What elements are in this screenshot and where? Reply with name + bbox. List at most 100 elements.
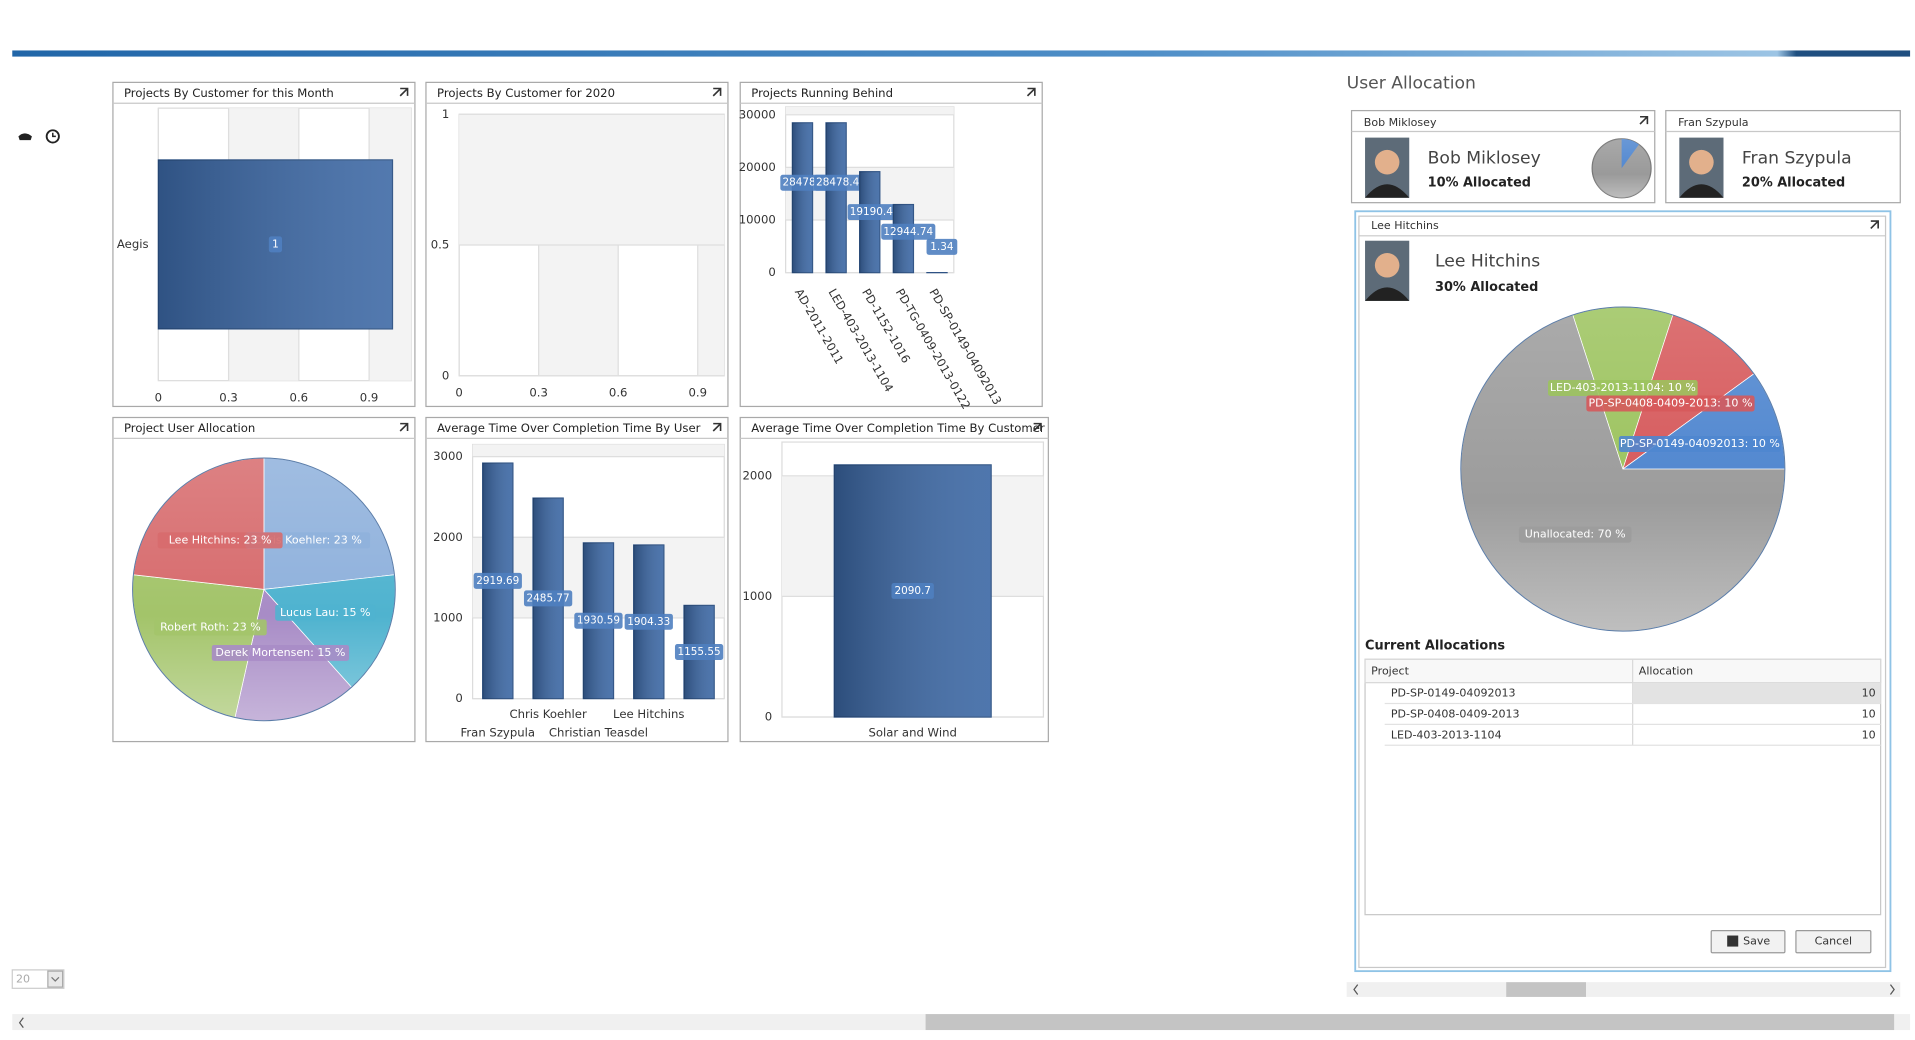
- x-tick-label: 0: [155, 390, 162, 404]
- expand-button[interactable]: [399, 422, 409, 432]
- y-tick-label: 30000: [739, 107, 776, 121]
- page-scrollbar-thumb[interactable]: [925, 1014, 1895, 1031]
- data-label-box: [891, 582, 934, 599]
- widget-title: Projects By Customer for this Month: [124, 86, 334, 100]
- data-label-box: [1548, 380, 1698, 397]
- user-allocation: 10% Allocated: [1428, 176, 1531, 191]
- pie-shade: [132, 457, 396, 722]
- clock-icon[interactable]: [45, 129, 60, 144]
- table-header: [1364, 658, 1882, 684]
- cell-highlight: [1632, 682, 1881, 704]
- data-label-box: [926, 238, 958, 255]
- data-label: 1155.55: [678, 646, 721, 658]
- expand-button[interactable]: [399, 87, 409, 97]
- dropdown-button[interactable]: [47, 970, 64, 988]
- save-icon: [1727, 935, 1739, 947]
- scrollbar-thumb[interactable]: [1506, 982, 1587, 997]
- button-label: Save: [1743, 935, 1770, 948]
- clock-hands: [52, 132, 56, 138]
- mini-pie-shade: [1592, 138, 1652, 198]
- user-card-header: Bob Miklosey: [1364, 116, 1437, 129]
- y-tick-label: 1: [442, 107, 449, 121]
- data-label-box: [624, 613, 673, 630]
- data-label-box: [1518, 526, 1632, 543]
- data-label: Lucus Lau: 15 %: [280, 606, 370, 619]
- expand-button[interactable]: [1033, 422, 1042, 432]
- y-tick-label: 0: [768, 265, 775, 279]
- data-label-box: [1618, 436, 1781, 452]
- data-label: 2485.77: [527, 592, 570, 604]
- y-tick-label: 0: [455, 691, 462, 705]
- expand-button[interactable]: [1026, 87, 1036, 97]
- data-label: Derek Mortensen: 15 %: [215, 646, 345, 659]
- cell: LED-403-2013-1104: [1391, 728, 1502, 741]
- data-label-box: [154, 619, 267, 636]
- expand-button[interactable]: [1870, 220, 1879, 230]
- cell: PD-SP-0149-04092013: [1391, 687, 1516, 700]
- data-label-box: [574, 612, 623, 629]
- y-tick-label: 1000: [742, 589, 772, 603]
- x-tick-label: 0.3: [529, 385, 548, 399]
- data-label: PD-SP-0408-0409-2013: 10 %: [1588, 397, 1752, 410]
- y-tick-label: 1000: [433, 610, 463, 624]
- cell: PD-SP-0408-0409-2013: [1391, 708, 1520, 721]
- scroll-arrows[interactable]: [1353, 984, 1895, 995]
- x-category-label: Chris Koehler: [509, 707, 586, 721]
- data-label: 19190.46: [850, 206, 900, 218]
- y-tick-label: 2000: [433, 530, 463, 544]
- y-tick-label: 10000: [739, 213, 776, 227]
- column-header: Allocation: [1639, 665, 1693, 678]
- toolbar-icons: [18, 129, 60, 144]
- binoculars-icon[interactable]: [18, 133, 32, 141]
- widget-title: Average Time Over Completion Time By Use…: [437, 421, 701, 435]
- y-tick-label: 0: [442, 368, 449, 382]
- data-label: 2919.69: [476, 575, 519, 587]
- expand-button[interactable]: [712, 422, 722, 432]
- data-label: Robert Roth: 23 %: [160, 620, 261, 633]
- data-label: LED-403-2013-1104: 10 %: [1550, 381, 1696, 394]
- dropdown-arrow: [51, 976, 60, 982]
- selected-user-header: Lee Hitchins: [1371, 219, 1439, 232]
- widget-title: Project User Allocation: [124, 421, 255, 435]
- y-tick-label: 0: [765, 710, 772, 724]
- y-tick-label: 0.5: [431, 238, 450, 252]
- x-tick-label: 0.3: [219, 390, 238, 404]
- user-card-header: Fran Szypula: [1678, 116, 1748, 129]
- x-category-label: Christian Teasdel: [549, 725, 648, 739]
- data-label-box: [1586, 395, 1755, 412]
- button-label: Cancel: [1815, 935, 1852, 948]
- bar-shade: [792, 122, 813, 273]
- widget-title: Average Time Over Completion Time By Cus…: [751, 421, 1045, 435]
- button[interactable]: [1795, 930, 1872, 954]
- expand-button[interactable]: [712, 87, 722, 97]
- data-label: PD-SP-0149-04092013: 10 %: [1620, 437, 1780, 450]
- scroll-arrows[interactable]: [18, 1017, 24, 1028]
- x-category-label: Solar and Wind: [869, 725, 957, 739]
- widget-title: Projects Running Behind: [751, 86, 893, 100]
- photo-head: [1689, 149, 1714, 175]
- data-label-box: [268, 236, 283, 253]
- data-label-box: [275, 604, 376, 621]
- cell: 10: [1862, 687, 1876, 700]
- cell: 10: [1862, 728, 1876, 741]
- column-header: Project: [1371, 665, 1409, 678]
- x-tick-label: 0: [455, 385, 462, 399]
- data-label: 28478.42: [816, 177, 866, 189]
- x-category-label: Lee Hitchins: [613, 707, 684, 721]
- y-tick-label: 2000: [742, 468, 772, 482]
- data-label: Unallocated: 70 %: [1525, 528, 1626, 541]
- photo-body: [1679, 184, 1724, 198]
- x-tick-label: 0.9: [688, 385, 707, 399]
- x-tick-label: 0.9: [360, 390, 379, 404]
- data-label: 1930.59: [577, 615, 620, 627]
- data-label: Lee Hitchins: 23 %: [169, 533, 272, 546]
- user-name: Bob Miklosey: [1428, 148, 1541, 168]
- grid-band: [472, 444, 725, 457]
- bar-shade: [826, 122, 847, 273]
- expand-button[interactable]: [1639, 115, 1649, 125]
- photo-body: [1365, 287, 1410, 301]
- data-label-box: [211, 644, 350, 661]
- user-name: Fran Szypula: [1742, 148, 1852, 168]
- horizontal-scrollbar[interactable]: [1346, 982, 1901, 997]
